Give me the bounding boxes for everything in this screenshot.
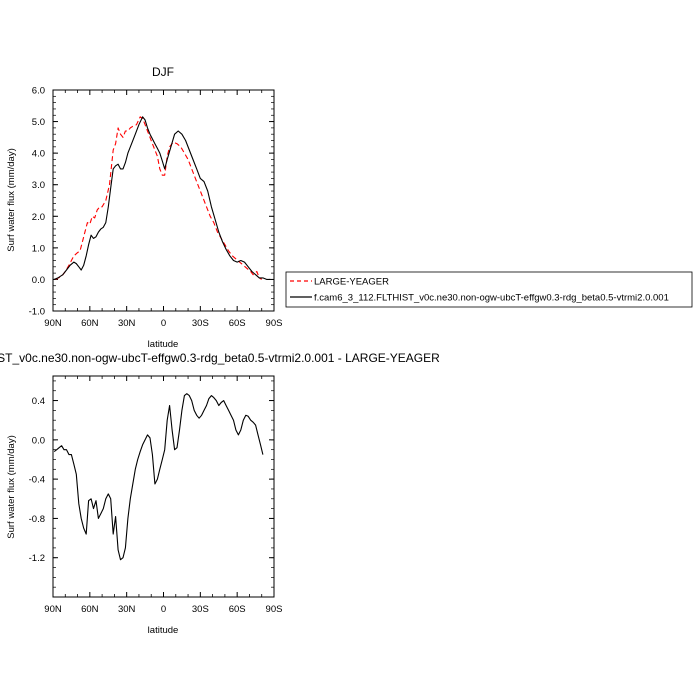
top-chart-title: DJF	[152, 65, 174, 79]
bottom-x-tick-label: 30N	[118, 604, 136, 615]
bottom-y-tick-label: -0.8	[29, 514, 45, 525]
top-x-tick-label: 90N	[44, 318, 62, 329]
bottom-axes: 90N 60N 30N 0 30S 60S 90S -1.2 -0.8 -0.4 0.0 0.4	[29, 376, 283, 615]
legend-label-cam6: f.cam6_3_112.FLTHIST_v0c.ne30.non-ogw-ub…	[314, 293, 669, 304]
top-y-tick-label: 2.0	[32, 212, 45, 223]
top-y-tick-label: 4.0	[32, 149, 45, 160]
bottom-y-tick-label: -0.4	[29, 475, 45, 486]
top-plot-frame	[52, 89, 275, 312]
top-chart-ylabel: Surf water flux (mm/day)	[6, 148, 17, 251]
bottom-x-tick-label: 90N	[44, 604, 62, 615]
bottom-x-tick-label: 60S	[229, 604, 246, 615]
bottom-series-0-line	[53, 393, 264, 561]
top-x-tick-label: 30N	[118, 318, 136, 329]
bottom-chart-title: f.cam6_3_112.FLTHIST_v0c.ne30.non-ogw-ub…	[0, 351, 440, 365]
top-y-tick-label: 6.0	[32, 86, 45, 97]
top-x-tick-label: 60S	[229, 318, 246, 329]
top-axes: 90N 60N 30N 0 30S 60S 90S -1.0 0.0 1.0 2.0 3.0 4.0 5.…	[29, 86, 283, 330]
bottom-panel: f.cam6_3_112.FLTHIST_v0c.ne30.non-ogw-ub…	[0, 351, 440, 636]
bottom-x-tick-label: 0	[161, 604, 166, 615]
top-y-tick-label: 1.0	[32, 243, 45, 254]
bottom-x-tick-label: 30S	[192, 604, 209, 615]
bottom-y-tick-label: 0.4	[32, 396, 45, 407]
legend-label-large-yeager: LARGE-YEAGER	[314, 277, 389, 288]
bottom-series-group	[53, 393, 264, 561]
top-x-tick-label: 30S	[192, 318, 209, 329]
bottom-chart-ylabel: Surf water flux (mm/day)	[6, 435, 17, 538]
top-panel: DJF Surf water flux (mm/day) latitude 90…	[6, 65, 282, 350]
top-chart-xlabel: latitude	[148, 339, 179, 350]
top-x-tick-label: 90S	[266, 318, 283, 329]
bottom-x-tick-label: 90S	[266, 604, 283, 615]
bottom-plot-frame	[52, 375, 275, 598]
bottom-x-tick-label: 60N	[81, 604, 99, 615]
top-y-tick-label: 0.0	[32, 275, 45, 286]
legend-frame	[285, 271, 693, 308]
bottom-y-tick-label: 0.0	[32, 435, 45, 446]
legend: LARGE-YEAGER f.cam6_3_112.FLTHIST_v0c.ne…	[285, 271, 693, 308]
top-x-tick-label: 60N	[81, 318, 99, 329]
top-x-tick-label: 0	[161, 318, 166, 329]
top-y-tick-label: 5.0	[32, 117, 45, 128]
top-y-tick-label: -1.0	[29, 307, 45, 318]
top-series-group	[53, 116, 271, 280]
top-y-tick-label: 3.0	[32, 180, 45, 191]
bottom-chart-xlabel: latitude	[148, 625, 179, 636]
top-series-0-line	[55, 116, 262, 280]
bottom-y-tick-label: -1.2	[29, 553, 45, 564]
top-series-1-line	[53, 116, 271, 280]
